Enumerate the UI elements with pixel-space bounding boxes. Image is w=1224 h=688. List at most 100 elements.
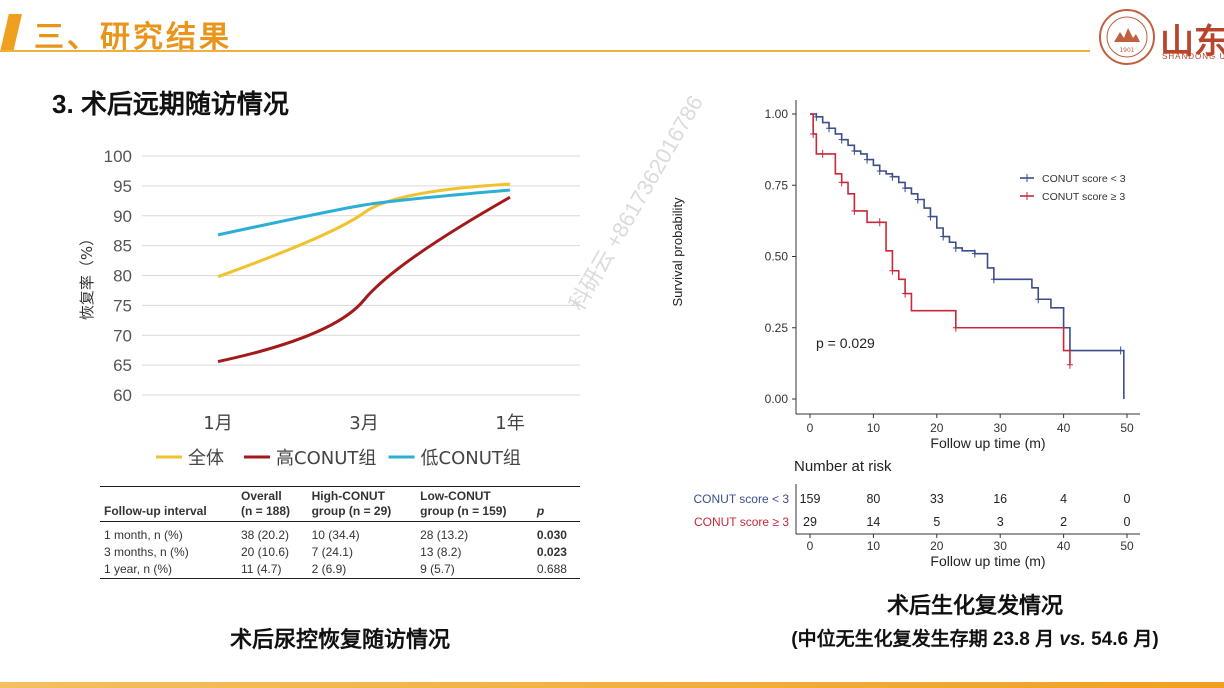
y-tick-label: 60: [113, 386, 132, 405]
table-row: 1 month, n (%) 38 (20.2) 10 (34.4) 28 (1…: [100, 522, 580, 545]
risk-count: 4: [1060, 492, 1067, 506]
censor-mark: [971, 249, 978, 258]
y-axis-label: 恢复率（%）: [78, 231, 96, 320]
legend-label: CONUT score ≥ 3: [1042, 191, 1125, 203]
censor-mark: [889, 172, 896, 181]
y-tick-label: 0.25: [765, 321, 789, 335]
risk-x-axis-label: Follow up time (m): [930, 553, 1045, 569]
risk-count: 16: [993, 492, 1007, 506]
university-logo-subtext: SHANDONG U: [1162, 52, 1224, 61]
left-caption: 术后尿控恢复随访情况: [229, 627, 450, 652]
censor-mark: [1066, 360, 1073, 369]
x-tick-label: 0: [807, 421, 814, 435]
censor-mark: [902, 289, 909, 298]
censor-mark: [876, 167, 883, 175]
censor-mark: [1035, 295, 1042, 304]
risk-x-tick-label: 40: [1057, 539, 1071, 553]
seal-year: 1901: [1119, 47, 1134, 54]
risk-count: 0: [1124, 515, 1131, 529]
risk-count: 80: [866, 492, 880, 506]
cell-high: 7 (24.1): [311, 545, 353, 559]
censor-mark: [851, 206, 858, 215]
censor-mark: [952, 323, 959, 332]
censor-mark: [851, 147, 858, 156]
censor-mark: [810, 129, 817, 138]
risk-count: 159: [800, 492, 821, 506]
risk-x-tick-label: 50: [1120, 539, 1134, 553]
censor-mark: [838, 135, 845, 144]
censor-mark: [940, 232, 947, 241]
censor-mark: [914, 195, 921, 204]
censor-mark: [876, 218, 883, 227]
risk-row-label: CONUT score < 3: [694, 492, 790, 506]
censor-mark: [819, 149, 826, 158]
cell-high: 10 (34.4): [311, 528, 360, 542]
cell-p: 0.023: [536, 545, 567, 559]
university-logo-text: 山东: [1160, 22, 1224, 62]
risk-count: 3: [997, 515, 1004, 529]
right-caption: 术后生化复发情况: [886, 593, 1063, 618]
y-tick-label: 65: [113, 356, 132, 375]
x-tick-label: 40: [1057, 421, 1071, 435]
survival-step-line: [810, 113, 1125, 399]
x-axis-label: Follow up time (m): [930, 435, 1045, 451]
y-tick-label: 95: [113, 177, 132, 196]
x-tick-label: 1年: [495, 413, 524, 434]
cell-interval: 3 months, n (%): [104, 545, 189, 559]
right-subcaption: (中位无生化复发生存期 23.8 月 vs. 54.6 月): [740, 624, 1210, 651]
x-tick-label: 10: [867, 421, 881, 435]
x-tick-label: 3月: [349, 413, 378, 434]
risk-x-tick-label: 30: [994, 539, 1008, 553]
cell-high: 2 (6.9): [311, 562, 347, 576]
cell-interval: 1 month, n (%): [104, 528, 183, 542]
footer-bar: [0, 682, 1224, 688]
x-tick-label: 30: [994, 421, 1008, 435]
cell-overall: 38 (20.2): [241, 528, 290, 542]
censor-mark: [1117, 346, 1124, 355]
risk-count: 33: [930, 492, 944, 506]
section-title: 三、研究结果: [34, 21, 232, 54]
censor-mark: [952, 243, 959, 252]
censor-mark: [864, 155, 871, 164]
th-high: High-CONUT group (n = 29): [311, 489, 392, 518]
y-tick-label: 1.00: [765, 107, 789, 121]
risk-x-tick-label: 10: [867, 539, 881, 553]
subcaption-vs: vs.: [1059, 629, 1086, 650]
y-tick-label: 85: [113, 237, 132, 256]
legend-label: 低CONUT组: [421, 448, 521, 469]
legend-label: 全体: [188, 448, 224, 469]
th-p: p: [536, 504, 545, 518]
cell-low: 28 (13.2): [420, 528, 469, 542]
x-tick-label: 1月: [203, 413, 232, 434]
th-overall: Overall (n = 188): [241, 489, 291, 518]
y-tick-label: 75: [113, 296, 132, 315]
table-row: 3 months, n (%) 20 (10.6) 7 (24.1) 13 (8…: [100, 544, 580, 561]
risk-x-tick-label: 0: [807, 539, 814, 553]
p-value-annotation: p = 0.029: [816, 335, 875, 351]
subsection-title: 3. 术后远期随访情况: [52, 89, 289, 119]
y-tick-label: 80: [113, 267, 132, 286]
censor-mark: [902, 184, 909, 193]
cell-low: 9 (5.7): [420, 562, 455, 576]
x-tick-label: 20: [930, 421, 944, 435]
y-axis-label: Survival probability: [670, 197, 685, 307]
series-line: [217, 195, 511, 364]
cell-overall: 11 (4.7): [241, 562, 282, 576]
censor-mark: [838, 178, 845, 187]
recovery-rate-line-chart: 60 65 70 75 80 85 90 95 100 1月 3月 1年 恢复率（%） 全体 高CONUT组…: [78, 147, 580, 469]
header-divider: [0, 50, 1090, 52]
risk-count: 2: [1060, 515, 1067, 529]
cell-p: 0.688: [536, 562, 567, 576]
th-interval: Follow-up interval: [104, 504, 207, 518]
cell-p: 0.030: [536, 528, 567, 542]
cell-overall: 20 (10.6): [241, 545, 290, 559]
th-low: Low-CONUT group (n = 159): [420, 489, 507, 518]
series-line: [217, 182, 511, 279]
risk-table-title: Number at risk: [794, 458, 892, 475]
survival-curve-chart: 0.00 0.25 0.50 0.75 1.00 0 10 20 30 40 50 Follow up…: [670, 100, 1140, 451]
university-seal-icon: 1901: [1099, 9, 1155, 65]
y-tick-label: 0.75: [765, 178, 789, 192]
y-tick-label: 100: [104, 147, 132, 166]
y-tick-label: 70: [113, 326, 132, 345]
